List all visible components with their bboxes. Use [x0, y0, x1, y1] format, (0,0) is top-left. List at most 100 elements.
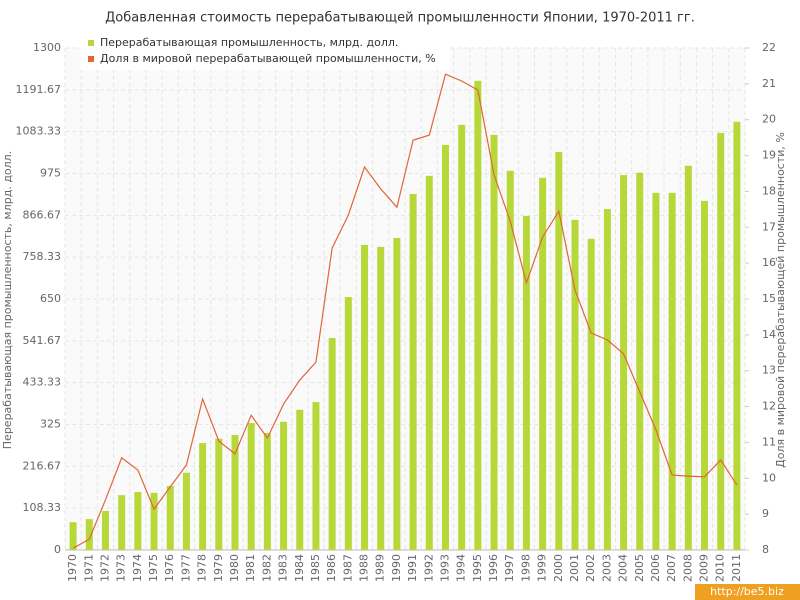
y-tick-label: 433.33 — [23, 376, 62, 389]
x-tick-label: 2001 — [568, 554, 581, 582]
y-axis-title: Перерабатывающая промышленность, млрд. д… — [1, 151, 14, 449]
x-tick-label: 1979 — [212, 554, 225, 582]
bar — [101, 510, 109, 550]
bar — [69, 522, 77, 550]
x-tick-label: 1998 — [519, 554, 532, 582]
bar — [231, 434, 239, 550]
x-tick-label: 1970 — [66, 554, 79, 582]
bar — [555, 151, 563, 551]
x-tick-label: 1990 — [390, 554, 403, 582]
x-tick-label: 2009 — [698, 554, 711, 582]
bar — [506, 170, 514, 550]
x-tick-label: 1976 — [163, 554, 176, 582]
legend-swatch — [88, 40, 94, 46]
line — [72, 73, 738, 549]
y2-tick-label: 9 — [762, 507, 769, 520]
bar — [344, 297, 352, 550]
x-tick-label: 2010 — [714, 554, 727, 582]
bar — [247, 422, 255, 550]
y-tick-label: 541.67 — [23, 334, 62, 347]
x-tick-label: 1994 — [455, 554, 468, 582]
y2-tick-label: 14 — [762, 328, 776, 341]
watermark-bg — [695, 584, 800, 600]
bar — [474, 80, 482, 551]
x-tick-label: 1991 — [406, 554, 419, 582]
y-tick-label: 866.67 — [23, 208, 62, 221]
y-tick-label: 975 — [40, 167, 61, 180]
x-tick-label: 1972 — [98, 554, 111, 582]
bar — [199, 443, 207, 550]
bar — [361, 244, 369, 550]
bar — [652, 192, 660, 551]
y-tick-label: 1191.67 — [16, 83, 62, 96]
y2-tick-label: 16 — [762, 256, 776, 269]
watermark: http://be5.biz — [710, 585, 784, 598]
bar — [571, 219, 579, 551]
y-tick-label: 108.33 — [23, 501, 62, 514]
x-tick-label: 2004 — [617, 554, 630, 582]
bar — [182, 472, 190, 550]
x-tick-label: 1992 — [422, 554, 435, 582]
x-tick-label: 1978 — [196, 554, 209, 582]
y-tick-label: 1083.33 — [16, 125, 62, 138]
bar — [425, 175, 433, 550]
x-tick-label: 1975 — [147, 554, 160, 582]
x-tick-label: 2003 — [600, 554, 613, 582]
y2-tick-label: 22 — [762, 41, 776, 54]
chart-title: Добавленная стоимость перерабатывающей п… — [105, 11, 695, 26]
bar — [296, 409, 304, 550]
x-tick-label: 1993 — [438, 554, 451, 582]
y-tick-label: 1300 — [33, 41, 61, 54]
x-tick-label: 1987 — [341, 554, 354, 582]
bar — [134, 492, 142, 550]
y2-tick-label: 15 — [762, 292, 776, 305]
x-tick-label: 1980 — [228, 554, 241, 582]
x-tick-label: 2008 — [681, 554, 694, 582]
x-tick-label: 1971 — [82, 554, 95, 582]
y2-tick-label: 13 — [762, 364, 776, 377]
bar — [328, 338, 336, 550]
x-tick-label: 1999 — [536, 554, 549, 582]
x-tick-label: 1977 — [179, 554, 192, 582]
legend-box — [80, 34, 450, 70]
x-tick-label: 1995 — [471, 554, 484, 582]
bar — [458, 124, 466, 551]
y2-tick-label: 10 — [762, 471, 776, 484]
legend: Перерабатывающая промышленность, млрд. д… — [80, 34, 450, 70]
bar — [701, 200, 709, 550]
bar — [263, 432, 271, 550]
bar — [522, 215, 530, 550]
x-tick-label: 1989 — [374, 554, 387, 582]
x-tick-label: 1996 — [487, 554, 500, 582]
x-tick-label: 1985 — [309, 554, 322, 582]
bar — [150, 492, 158, 550]
bar — [539, 177, 547, 551]
y-tick-label: 650 — [40, 292, 61, 305]
bar — [280, 421, 288, 550]
bar — [684, 165, 692, 550]
bar — [490, 134, 498, 550]
y2-tick-label: 11 — [762, 435, 776, 448]
x-tick-label: 1986 — [325, 554, 338, 582]
bar — [620, 175, 628, 550]
y2-tick-label: 17 — [762, 220, 776, 233]
bar — [377, 246, 385, 550]
x-tick-label: 2011 — [730, 554, 743, 582]
bar — [733, 121, 741, 551]
x-tick-label: 1983 — [277, 554, 290, 582]
y-tick-label: 216.67 — [23, 459, 62, 472]
bar — [587, 238, 595, 550]
y2-axis-title: Доля в мировой перерабатывающей промышле… — [774, 132, 787, 468]
x-tick-label: 1997 — [503, 554, 516, 582]
x-tick-label: 1988 — [358, 554, 371, 582]
bar — [166, 485, 174, 550]
y-tick-label: 0 — [54, 543, 61, 556]
x-tick-label: 1974 — [131, 554, 144, 582]
bar — [409, 193, 417, 550]
x-tick-label: 1984 — [293, 554, 306, 582]
y2-tick-label: 8 — [762, 543, 769, 556]
x-tick-label: 2005 — [633, 554, 646, 582]
bar — [312, 402, 320, 550]
x-tick-label: 2007 — [665, 554, 678, 582]
